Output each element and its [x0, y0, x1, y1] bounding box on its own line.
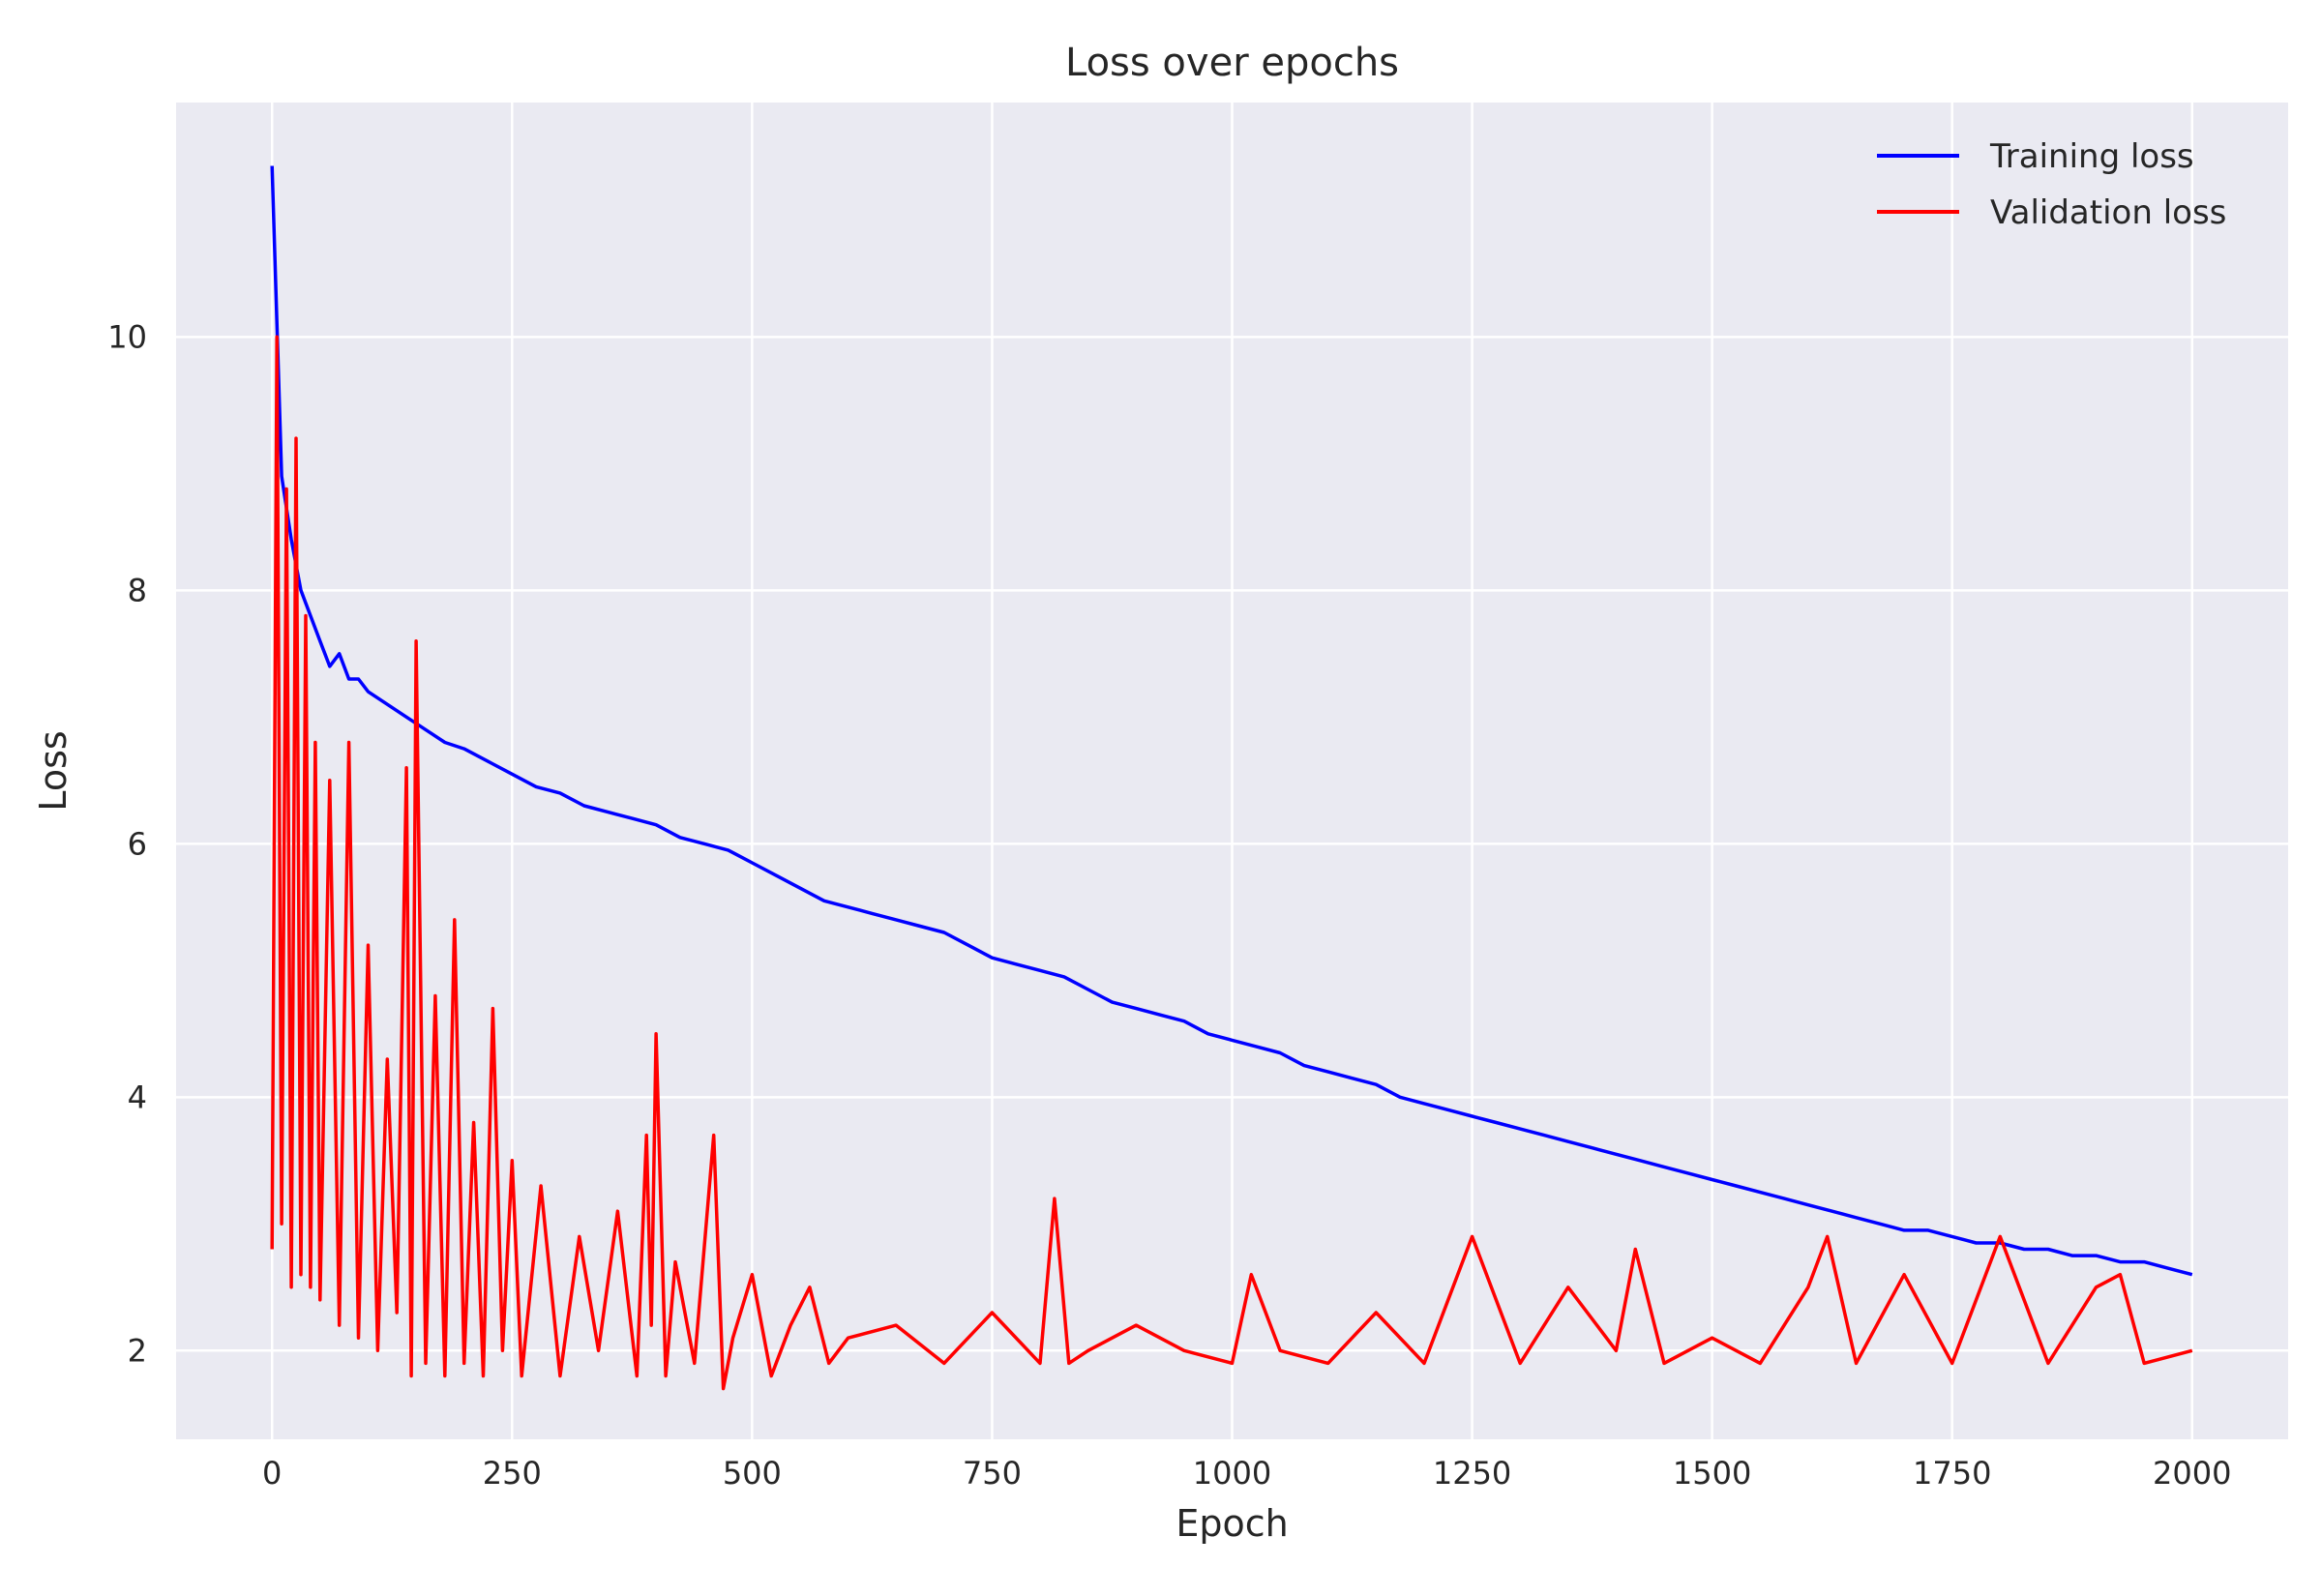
legend-label-validation-loss: Validation loss: [1990, 193, 2226, 232]
x-tick-label: 1500: [1673, 1455, 1751, 1492]
x-axis-label: Epoch: [1176, 1502, 1288, 1545]
y-tick-label: 8: [128, 572, 147, 608]
x-tick-label: 2000: [2153, 1455, 2231, 1492]
y-tick-label: 10: [107, 318, 147, 355]
y-axis-label: Loss: [32, 730, 74, 811]
training-loss-line: [270, 165, 2193, 1277]
validation-loss-line: [270, 335, 2193, 1391]
x-tick-label: 250: [483, 1455, 542, 1492]
x-tick-label: 750: [963, 1455, 1022, 1492]
legend: Training loss Validation loss: [1877, 137, 2226, 232]
x-tick-label: 1750: [1913, 1455, 1991, 1492]
legend-label-training-loss: Training loss: [1989, 137, 2194, 176]
x-tick-label: 500: [723, 1455, 782, 1492]
x-tick-label: 0: [262, 1455, 282, 1492]
grid-lines: [176, 103, 2288, 1439]
y-tick-label: 4: [128, 1079, 147, 1115]
x-axis-ticks: 0 250 500 750 1000 1250 1500 1750 2000: [262, 1455, 2231, 1492]
y-tick-label: 6: [128, 825, 147, 862]
x-tick-label: 1250: [1433, 1455, 1511, 1492]
y-axis-ticks: 2 4 6 8 10: [107, 318, 147, 1369]
x-tick-label: 1000: [1193, 1455, 1271, 1492]
series-layer: [270, 165, 2193, 1391]
y-tick-label: 2: [128, 1332, 147, 1369]
chart-title: Loss over epochs: [1065, 41, 1399, 85]
